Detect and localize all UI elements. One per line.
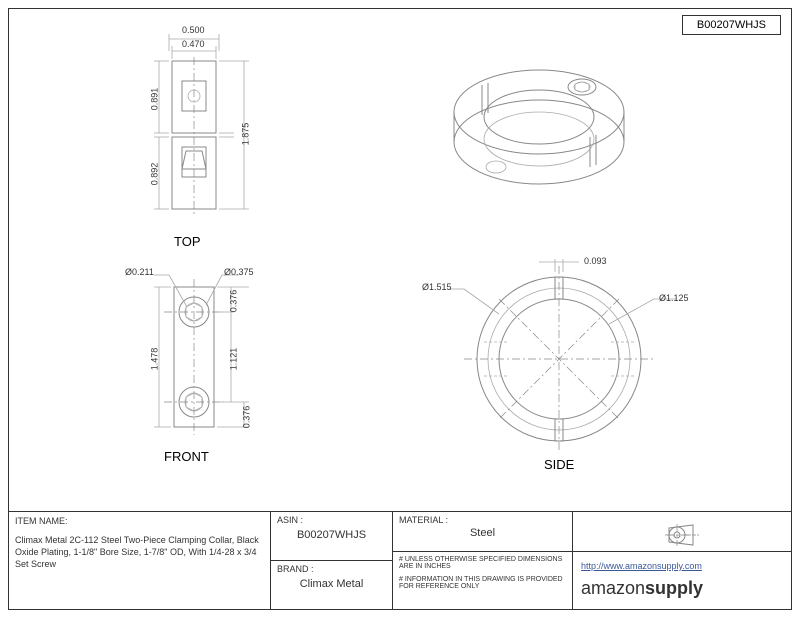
brand-value: Climax Metal xyxy=(277,578,386,590)
dim-top-outer-w: 0.500 xyxy=(182,25,205,35)
dim-front-total: 1.478 xyxy=(149,348,159,371)
logo: amazonsupply xyxy=(581,578,783,599)
front-view xyxy=(114,267,284,457)
dim-top-lower-h: 0.892 xyxy=(149,163,159,186)
dim-front-edge-bot: 0.376 xyxy=(241,406,251,429)
side-view xyxy=(429,254,689,464)
dim-top-upper-h: 0.891 xyxy=(149,88,159,111)
note-reference: # INFORMATION IN THIS DRAWING IS PROVIDE… xyxy=(399,576,566,590)
item-name-label: ITEM NAME: xyxy=(15,516,264,526)
top-view xyxy=(114,29,284,239)
top-view-label: TOP xyxy=(174,234,201,249)
iso-view xyxy=(424,37,654,217)
dim-side-od: Ø1.515 xyxy=(422,282,452,292)
dim-front-cbore: Ø0.375 xyxy=(224,267,254,277)
dim-side-id: Ø1.125 xyxy=(659,293,689,303)
dim-side-gap: 0.093 xyxy=(584,256,607,266)
note-units: # UNLESS OTHERWISE SPECIFIED DIMENSIONS … xyxy=(399,556,566,570)
dim-front-edge-top: 0.376 xyxy=(228,290,238,313)
material-label: MATERIAL : xyxy=(399,515,566,525)
dim-front-pitch: 1.121 xyxy=(228,348,238,371)
side-view-label: SIDE xyxy=(544,457,574,472)
dim-top-total-h: 1.875 xyxy=(240,123,250,146)
dim-top-inner-w: 0.470 xyxy=(182,39,205,49)
views-area: 0.500 0.470 0.891 0.892 1.875 TOP xyxy=(9,9,791,511)
title-block: ITEM NAME: Climax Metal 2C-112 Steel Two… xyxy=(9,511,791,609)
supplier-url[interactable]: http://www.amazonsupply.com xyxy=(581,561,702,571)
material-value: Steel xyxy=(399,527,566,539)
asin-label: ASIN : xyxy=(277,515,386,525)
brand-label: BRAND : xyxy=(277,564,386,574)
item-name-value: Climax Metal 2C-112 Steel Two-Piece Clam… xyxy=(15,534,264,570)
front-view-label: FRONT xyxy=(164,449,209,464)
drawing-sheet: B00207WHJS xyxy=(8,8,792,610)
asin-value: B00207WHJS xyxy=(277,529,386,541)
dim-front-hole: Ø0.211 xyxy=(125,267,154,277)
